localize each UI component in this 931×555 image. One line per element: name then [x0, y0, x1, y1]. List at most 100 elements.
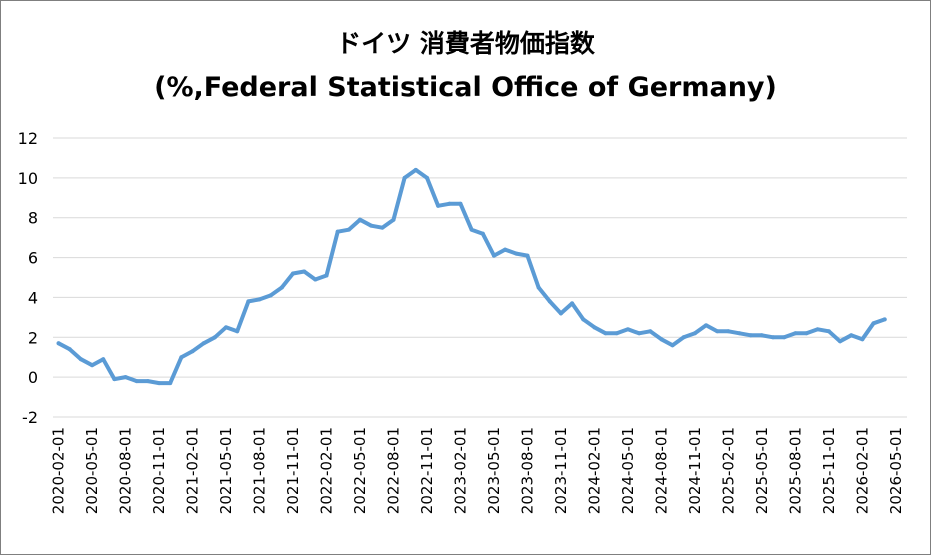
x-tick-label: 2022-08-01: [384, 427, 402, 514]
data-point: [101, 357, 106, 362]
x-tick-label: 2024-02-01: [585, 427, 603, 514]
data-point: [112, 377, 117, 382]
data-point: [335, 229, 340, 234]
x-tick-label: 2025-08-01: [786, 427, 804, 514]
data-point: [424, 175, 429, 180]
data-point: [525, 253, 530, 258]
data-point: [536, 285, 541, 290]
series-lines: [56, 167, 887, 386]
data-point: [804, 331, 809, 336]
data-point: [201, 341, 206, 346]
x-tick-label: 2023-08-01: [518, 427, 536, 514]
data-point: [659, 337, 664, 342]
data-point: [748, 333, 753, 338]
x-tick-label: 2021-11-01: [284, 427, 302, 514]
data-point: [815, 327, 820, 332]
series-points: [56, 167, 887, 386]
y-tick-label: 10: [18, 169, 38, 188]
y-tick-label: 4: [28, 288, 38, 307]
y-tick-label: -2: [22, 408, 38, 427]
data-point: [637, 331, 642, 336]
data-point: [224, 325, 229, 330]
y-tick-label: 2: [28, 328, 38, 347]
x-tick-label: 2021-02-01: [184, 427, 202, 514]
x-tick-label: 2024-08-01: [652, 427, 670, 514]
data-point: [380, 225, 385, 230]
data-point: [480, 231, 485, 236]
y-tick-label: 0: [28, 368, 38, 387]
data-point: [759, 333, 764, 338]
data-point: [715, 329, 720, 334]
x-tick-label: 2020-05-01: [83, 427, 101, 514]
data-point: [826, 329, 831, 334]
x-tick-label: 2021-08-01: [251, 427, 269, 514]
data-point: [279, 285, 284, 290]
data-point: [145, 379, 150, 384]
x-tick-label: 2024-11-01: [686, 427, 704, 514]
x-tick-label: 2025-05-01: [753, 427, 771, 514]
x-tick-label: 2023-02-01: [451, 427, 469, 514]
data-point: [625, 327, 630, 332]
data-point: [838, 339, 843, 344]
chart-subtitle: (%,Federal Statistical Office of Germany…: [154, 72, 777, 103]
data-point: [514, 251, 519, 256]
data-point: [458, 201, 463, 206]
data-point: [860, 337, 865, 342]
data-point: [469, 227, 474, 232]
data-point: [346, 227, 351, 232]
data-point: [692, 331, 697, 336]
data-point: [78, 357, 83, 362]
x-tick-label: 2024-05-01: [619, 427, 637, 514]
data-point: [324, 273, 329, 278]
data-point: [402, 175, 407, 180]
data-point: [447, 201, 452, 206]
data-point: [503, 247, 508, 252]
data-point: [134, 379, 139, 384]
data-point: [212, 335, 217, 340]
y-tick-label: 12: [18, 129, 38, 148]
data-point: [268, 293, 273, 298]
data-point: [179, 355, 184, 360]
data-point: [771, 335, 776, 340]
x-tick-label: 2022-05-01: [351, 427, 369, 514]
x-tick-label: 2025-02-01: [719, 427, 737, 514]
data-point: [190, 349, 195, 354]
data-point: [670, 343, 675, 348]
data-point: [782, 335, 787, 340]
x-tick-label: 2023-11-01: [552, 427, 570, 514]
x-tick-label: 2020-02-01: [50, 427, 68, 514]
y-axis-ticks: 12 10 8 6 4 2 0 -2: [18, 129, 38, 427]
data-point: [681, 335, 686, 340]
x-tick-label: 2020-08-01: [117, 427, 135, 514]
data-point: [168, 381, 173, 386]
data-point: [313, 277, 318, 282]
data-point: [614, 331, 619, 336]
x-tick-label: 2026-02-01: [853, 427, 871, 514]
data-point: [357, 217, 362, 222]
x-tick-label: 2021-05-01: [217, 427, 235, 514]
x-tick-label: 2025-11-01: [820, 427, 838, 514]
data-point: [123, 375, 128, 380]
data-point: [246, 299, 251, 304]
data-point: [648, 329, 653, 334]
data-point: [737, 331, 742, 336]
x-tick-label: 2020-11-01: [150, 427, 168, 514]
data-point: [257, 297, 262, 302]
data-point: [369, 223, 374, 228]
data-point: [436, 203, 441, 208]
series-line: [56, 167, 887, 386]
data-point: [491, 253, 496, 258]
data-point: [291, 271, 296, 276]
data-point: [570, 301, 575, 306]
x-tick-label: 2023-05-01: [485, 427, 503, 514]
x-tick-label: 2026-05-01: [887, 427, 905, 514]
y-tick-label: 6: [28, 249, 38, 268]
data-point: [391, 217, 396, 222]
data-point: [157, 381, 162, 386]
data-point: [793, 331, 798, 336]
data-point: [849, 333, 854, 338]
y-tick-label: 8: [28, 209, 38, 228]
x-tick-label: 2022-11-01: [418, 427, 436, 514]
